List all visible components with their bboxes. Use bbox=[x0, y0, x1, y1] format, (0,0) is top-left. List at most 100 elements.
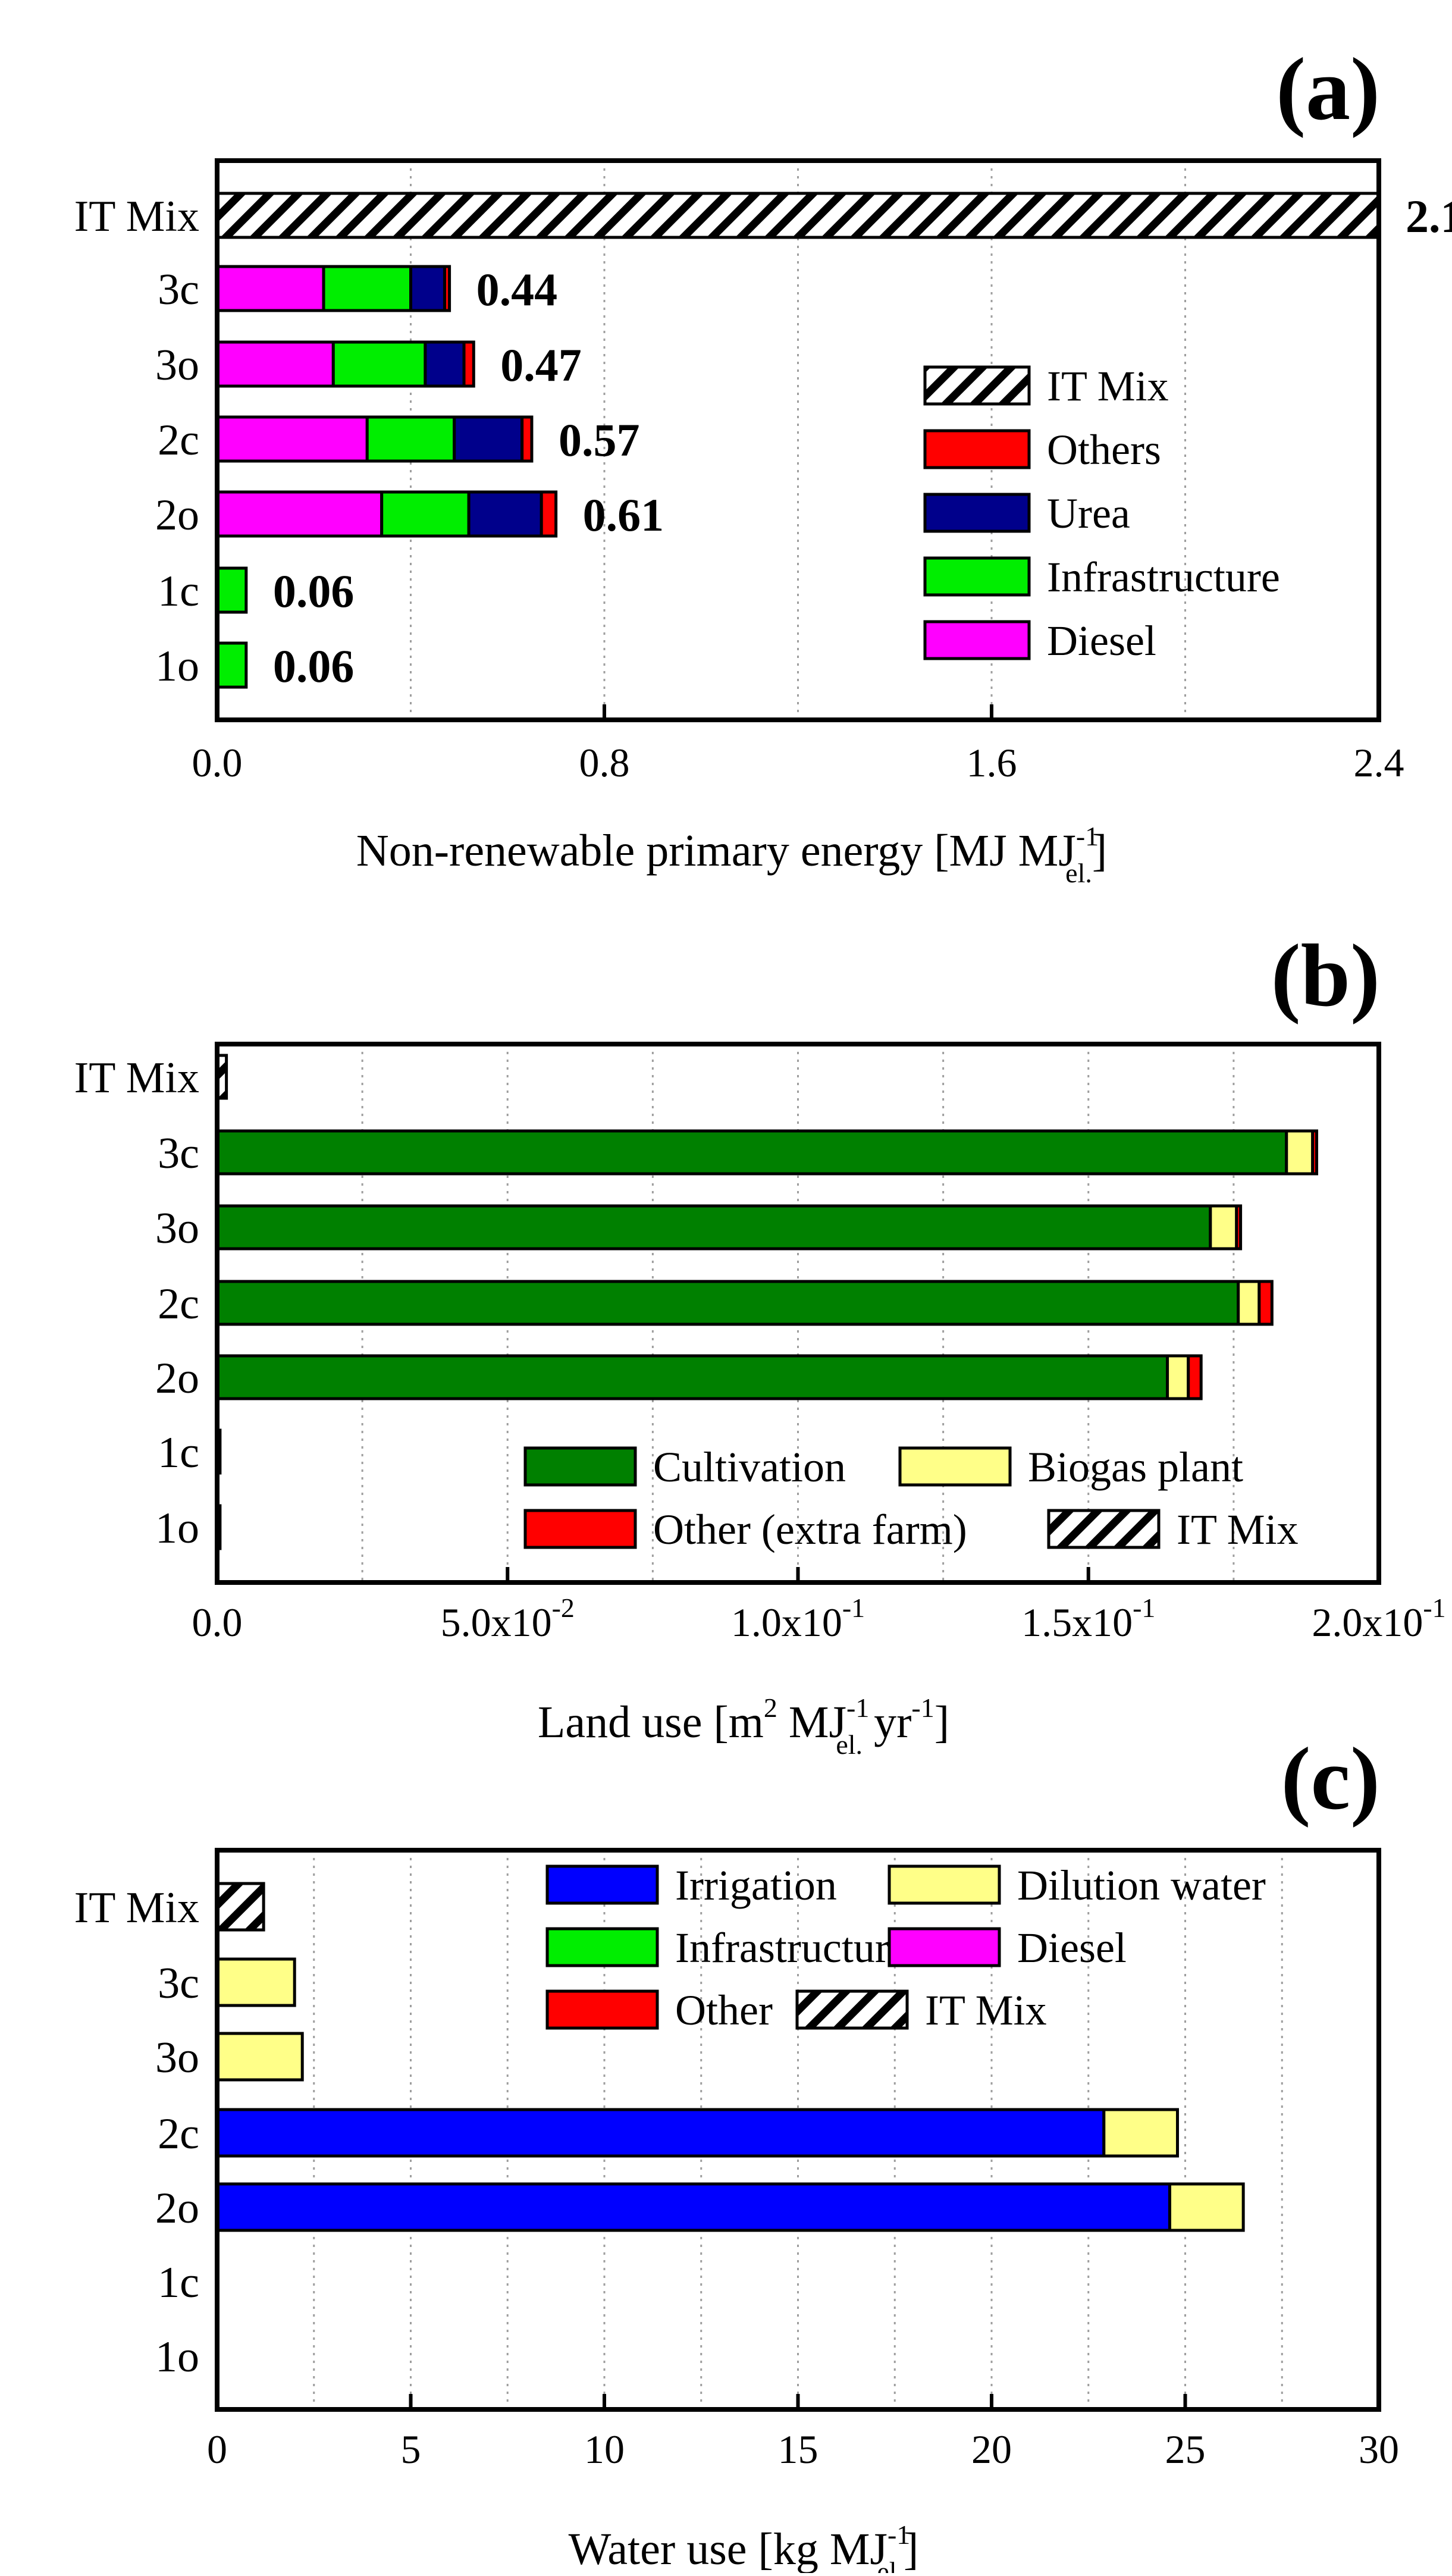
x-tick-label-c: 20 bbox=[971, 2427, 1012, 2472]
x-tick-label-c: 0 bbox=[207, 2427, 227, 2472]
x-tick-label-b: 1.5x10-1 bbox=[1021, 1593, 1155, 1645]
legend-swatch-b bbox=[898, 1446, 1012, 1487]
x-axis-label-sub: el. bbox=[836, 1729, 863, 1760]
bar-a-2o-diesel bbox=[215, 490, 384, 538]
legend-swatch-a bbox=[923, 365, 1031, 406]
category-label-c: 2c bbox=[158, 2110, 199, 2158]
legend-swatch-c bbox=[887, 1927, 1001, 1967]
x-tick-label-text: 0.8 bbox=[579, 740, 630, 785]
bar-b-2c-biogas-plant bbox=[1237, 1280, 1261, 1326]
legend-swatch-c bbox=[795, 1989, 909, 2030]
x-tick-label-text: 20 bbox=[971, 2427, 1012, 2472]
category-label-b: 3o bbox=[155, 1204, 199, 1253]
category-label-b: 3c bbox=[158, 1129, 199, 1178]
x-tick-label-text: 0.0 bbox=[192, 1600, 243, 1645]
x-tick-label-text: 0.0 bbox=[192, 740, 243, 785]
x-tick-label-c: 5 bbox=[401, 2427, 421, 2472]
bar-a-2c-diesel bbox=[215, 415, 369, 463]
category-label-a: 1o bbox=[155, 642, 199, 691]
category-label-c: 3c bbox=[158, 1959, 199, 2008]
x-tick-label-exponent: -2 bbox=[552, 1593, 575, 1623]
x-tick-label-b: 2.0x10-1 bbox=[1312, 1593, 1445, 1645]
data-label-a: 0.06 bbox=[273, 640, 355, 692]
x-axis-label-a: Non-renewable primary energy [MJ MJ-1 el.… bbox=[356, 821, 1107, 888]
legend-swatch-a bbox=[923, 429, 1031, 469]
x-tick-label-b: 1.0x10-1 bbox=[731, 1593, 865, 1645]
category-label-b: 2o bbox=[155, 1354, 199, 1403]
legend-swatch-b bbox=[1047, 1509, 1161, 1549]
category-label-a: 1c bbox=[158, 567, 199, 616]
category-label-a: 2o bbox=[155, 491, 199, 540]
legend-label-b: Other (extra farm) bbox=[653, 1506, 967, 1553]
bar-c-2c-irrigation bbox=[215, 2108, 1106, 2158]
x-tick-label-a: 0.8 bbox=[579, 740, 630, 785]
bar-c-3o-dilution-water bbox=[215, 2032, 304, 2082]
bar-a-3o-others bbox=[462, 340, 475, 388]
x-tick-label-text: 15 bbox=[778, 2427, 818, 2472]
x-axis-label-sub: el. bbox=[1065, 858, 1092, 888]
x-axis-label-part: yr bbox=[863, 1697, 911, 1747]
bar-a-1c-infrastructure bbox=[215, 566, 248, 614]
bar-a-3c-others bbox=[443, 265, 451, 312]
bar-a-3o-diesel bbox=[215, 340, 335, 388]
category-label-c: 2o bbox=[155, 2184, 199, 2233]
x-axis-label-part: Non-renewable primary energy [MJ MJ bbox=[356, 826, 1076, 876]
data-label-a: 0.57 bbox=[559, 414, 640, 466]
bar-a-2c-urea bbox=[453, 415, 524, 463]
bar-c-2c-dilution-water bbox=[1102, 2108, 1179, 2158]
bar-b-2o-other-(extra-farm) bbox=[1187, 1354, 1203, 1400]
bar-a-3c-urea bbox=[409, 265, 446, 312]
legend-swatch-a bbox=[923, 493, 1031, 533]
data-label-a: 2.1 bbox=[1406, 190, 1452, 242]
legend-label-c: IT Mix bbox=[925, 1986, 1047, 2034]
x-tick-label-text: 0 bbox=[207, 2427, 227, 2472]
category-label-c: 1c bbox=[158, 2258, 199, 2307]
bar-c-it-mix-it-mix bbox=[215, 1882, 265, 1932]
legend-label-a: IT Mix bbox=[1047, 362, 1169, 410]
x-axis-label-sup: -1 bbox=[1076, 821, 1099, 851]
x-tick-label-c: 15 bbox=[778, 2427, 818, 2472]
bar-c-3c-dilution-water bbox=[215, 1957, 296, 2007]
x-axis-label-part: Water use [kg MJ bbox=[569, 2524, 887, 2573]
x-tick-label-exponent: -1 bbox=[842, 1593, 865, 1623]
data-label-a: 0.06 bbox=[273, 565, 355, 617]
x-tick-label-text: 25 bbox=[1165, 2427, 1206, 2472]
panel-tag-b: (b) bbox=[1271, 926, 1380, 1025]
legend-swatch-c bbox=[545, 1864, 659, 1905]
legend-label-c: Other bbox=[675, 1986, 773, 2034]
x-tick-label-b: 5.0x10-2 bbox=[441, 1593, 575, 1645]
category-label-b: 1c bbox=[158, 1428, 199, 1477]
x-tick-label-a: 2.4 bbox=[1354, 740, 1404, 785]
x-tick-label-b: 0.0 bbox=[192, 1600, 243, 1645]
bar-b-3c-biogas-plant bbox=[1285, 1129, 1315, 1176]
legend-label-b: Cultivation bbox=[653, 1443, 846, 1491]
bar-b-2o-cultivation bbox=[215, 1354, 1169, 1400]
x-tick-label-text: 1.5x10 bbox=[1021, 1600, 1133, 1645]
category-label-a: IT Mix bbox=[74, 192, 199, 241]
data-label-a: 0.47 bbox=[500, 339, 582, 391]
legend-label-b: IT Mix bbox=[1177, 1506, 1299, 1553]
x-axis-label-sup: -1 bbox=[887, 2519, 910, 2550]
x-axis-label-part: ] bbox=[904, 2524, 918, 2573]
legend-swatch-b bbox=[523, 1509, 637, 1549]
legend-label-c: Dilution water bbox=[1017, 1862, 1266, 1909]
x-axis-label-c: Water use [kg MJ-1 el.] bbox=[569, 2519, 919, 2573]
category-label-c: 1o bbox=[155, 2333, 199, 2381]
category-label-b: 1o bbox=[155, 1504, 199, 1553]
bar-b-2o-biogas-plant bbox=[1166, 1354, 1190, 1400]
x-tick-label-a: 0.0 bbox=[192, 740, 243, 785]
category-label-c: 3o bbox=[155, 2033, 199, 2082]
x-tick-label-text: 2.0x10 bbox=[1312, 1600, 1423, 1645]
x-axis-label-sub: el. bbox=[877, 2556, 904, 2573]
x-tick-label-exponent: -1 bbox=[1133, 1593, 1155, 1623]
x-tick-label-c: 30 bbox=[1359, 2427, 1399, 2472]
bar-b-3c-cultivation bbox=[215, 1129, 1288, 1176]
x-tick-label-text: 5.0x10 bbox=[441, 1600, 552, 1645]
x-tick-label-c: 25 bbox=[1165, 2427, 1206, 2472]
bar-b-2c-cultivation bbox=[215, 1280, 1240, 1326]
x-tick-label-text: 1.6 bbox=[967, 740, 1017, 785]
data-label-a: 0.44 bbox=[476, 264, 558, 315]
x-axis-label-sup: 2 bbox=[764, 1693, 777, 1723]
x-tick-label-a: 1.6 bbox=[967, 740, 1017, 785]
